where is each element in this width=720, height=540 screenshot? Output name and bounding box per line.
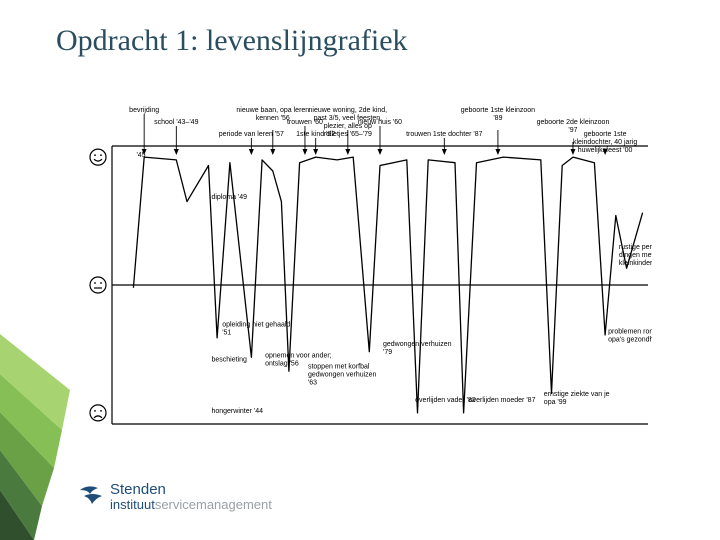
- logo-line2a: instituut: [110, 497, 155, 512]
- logo-line2: instituutservicemanagement: [110, 498, 272, 512]
- slide-title: Opdracht 1: levenslijngrafiek: [56, 24, 408, 58]
- logo-line2b: servicemanagement: [155, 497, 272, 512]
- svg-text:school '43–'49: school '43–'49: [154, 119, 198, 126]
- corner-triangles: [0, 334, 70, 540]
- logo-text: Stenden instituutservicemanagement: [110, 482, 272, 511]
- logo-bird-icon: [78, 482, 104, 512]
- svg-text:hongerwinter '44: hongerwinter '44: [211, 408, 263, 415]
- svg-text:rustige periode leukedingen me: rustige periode leukedingen met kinderen…: [619, 244, 652, 267]
- svg-text:periode van leren '57: periode van leren '57: [219, 131, 284, 138]
- svg-text:trouwen 1ste dochter '87: trouwen 1ste dochter '87: [406, 131, 483, 138]
- life-line-chart: bevrijding school '43–'49 periode van lere…: [82, 96, 652, 436]
- svg-text:beschieting: beschieting: [211, 356, 247, 363]
- svg-text:overlijden moeder '87: overlijden moeder '87: [469, 397, 536, 404]
- logo: Stenden instituutservicemanagement: [78, 482, 272, 512]
- svg-text:bevrijding: bevrijding: [129, 107, 159, 114]
- svg-text:overlijden vader '82: overlijden vader '82: [415, 397, 476, 404]
- slide: Opdracht 1: levenslijngrafiek bevrijding…: [0, 0, 720, 540]
- svg-text:nieuw huis '60: nieuw huis '60: [358, 119, 402, 126]
- corner-decoration: [0, 320, 70, 540]
- svg-text:problemen rond jeopa's gezondh: problemen rond jeopa's gezondheid '00: [608, 329, 652, 344]
- svg-text:diploma '49: diploma '49: [211, 194, 247, 201]
- logo-line1: Stenden: [110, 482, 272, 498]
- svg-text:'45: '45: [136, 152, 145, 159]
